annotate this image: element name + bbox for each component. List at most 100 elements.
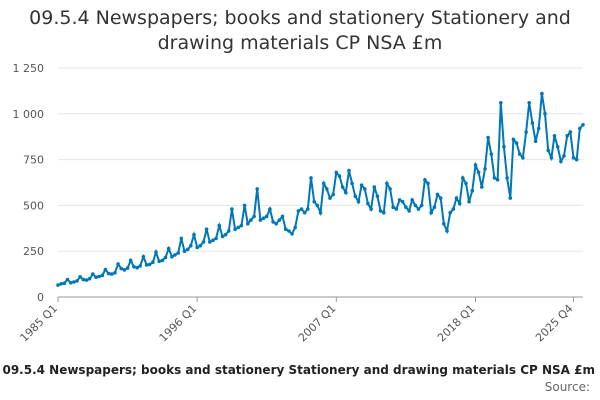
data-point — [549, 156, 554, 160]
data-point — [419, 203, 424, 208]
data-point — [306, 207, 310, 211]
data-point — [94, 275, 98, 280]
data-point — [568, 130, 573, 134]
data-point — [321, 181, 326, 186]
data-point — [562, 154, 566, 158]
footer-title: 09.5.4 Newspapers; books and stationery … — [2, 363, 595, 377]
data-point — [299, 207, 304, 211]
data-point — [328, 196, 332, 200]
data-point — [521, 156, 525, 160]
data-point — [249, 218, 253, 222]
data-point — [489, 152, 494, 156]
data-point — [344, 190, 348, 195]
data-point — [160, 258, 165, 263]
data-point — [84, 278, 89, 282]
data-point — [533, 139, 538, 144]
chart-title: 09.5.4 Newspapers; books and stationery … — [29, 7, 571, 54]
data-point — [366, 201, 370, 206]
data-point — [530, 121, 535, 125]
data-point — [426, 181, 430, 186]
data-point — [255, 187, 259, 191]
data-point — [413, 203, 418, 208]
data-point — [157, 259, 161, 264]
data-point — [442, 221, 446, 226]
data-point — [467, 199, 471, 204]
x-axis-ticks: 1985 Q1 1996 Q1 2007 Q1 2018 Q1 2025 Q4 — [18, 297, 576, 344]
data-point — [68, 280, 73, 285]
data-point — [407, 209, 411, 213]
data-point — [62, 281, 67, 286]
data-point — [302, 210, 307, 215]
data-point — [141, 254, 146, 259]
data-point — [227, 229, 231, 233]
x-tick-label: 1985 Q1 — [18, 302, 61, 345]
data-point — [103, 267, 108, 272]
data-point — [56, 283, 60, 287]
data-point — [182, 249, 187, 253]
data-point — [404, 205, 408, 209]
data-point — [410, 198, 415, 202]
data-point — [147, 262, 152, 267]
data-point — [445, 229, 449, 233]
data-point — [331, 192, 336, 197]
data-point — [230, 207, 234, 211]
data-point — [511, 137, 516, 142]
data-point — [261, 216, 266, 220]
data-point — [571, 156, 576, 160]
data-point — [166, 246, 171, 251]
data-points — [56, 91, 585, 287]
data-point — [397, 198, 402, 202]
data-point — [293, 225, 298, 230]
data-point — [189, 243, 193, 248]
data-point — [337, 174, 342, 178]
data-point — [461, 176, 465, 180]
y-tick-label: 1 000 — [13, 108, 45, 121]
data-point — [236, 225, 241, 230]
data-point — [214, 236, 218, 241]
data-point — [163, 255, 168, 260]
data-point — [353, 194, 358, 198]
data-point — [154, 250, 158, 254]
data-point — [372, 185, 377, 189]
data-point — [110, 272, 114, 276]
data-point — [239, 223, 244, 228]
data-point — [454, 196, 459, 200]
data-point — [59, 282, 63, 286]
data-point — [179, 236, 184, 241]
data-point — [382, 210, 386, 215]
data-point — [258, 218, 263, 222]
data-point — [388, 187, 392, 191]
y-tick-label: 0 — [37, 291, 44, 304]
data-point — [268, 207, 272, 211]
data-point — [151, 260, 155, 265]
data-point — [502, 145, 506, 149]
data-point — [356, 199, 361, 204]
x-tick-label: 2018 Q1 — [435, 302, 478, 345]
data-point — [97, 274, 101, 279]
data-point — [416, 207, 421, 211]
data-point — [524, 130, 528, 134]
data-point — [116, 262, 120, 266]
data-point — [400, 199, 405, 204]
data-point — [211, 238, 215, 242]
data-point — [543, 112, 547, 116]
data-point — [451, 207, 456, 211]
data-point — [173, 253, 177, 257]
data-point — [432, 205, 437, 209]
data-point — [72, 280, 76, 284]
data-point — [448, 210, 453, 215]
data-point — [378, 209, 383, 213]
data-point — [233, 227, 237, 231]
footer-source: Source: — [544, 380, 590, 394]
data-point — [198, 243, 203, 248]
data-point — [325, 187, 329, 191]
data-point — [264, 214, 269, 219]
data-point — [113, 271, 117, 275]
data-point — [486, 135, 490, 140]
data-point — [359, 183, 364, 187]
y-tick-label: 500 — [23, 199, 44, 212]
data-point — [246, 221, 250, 226]
data-point — [217, 223, 222, 228]
data-point — [119, 266, 124, 271]
data-point — [185, 247, 190, 252]
